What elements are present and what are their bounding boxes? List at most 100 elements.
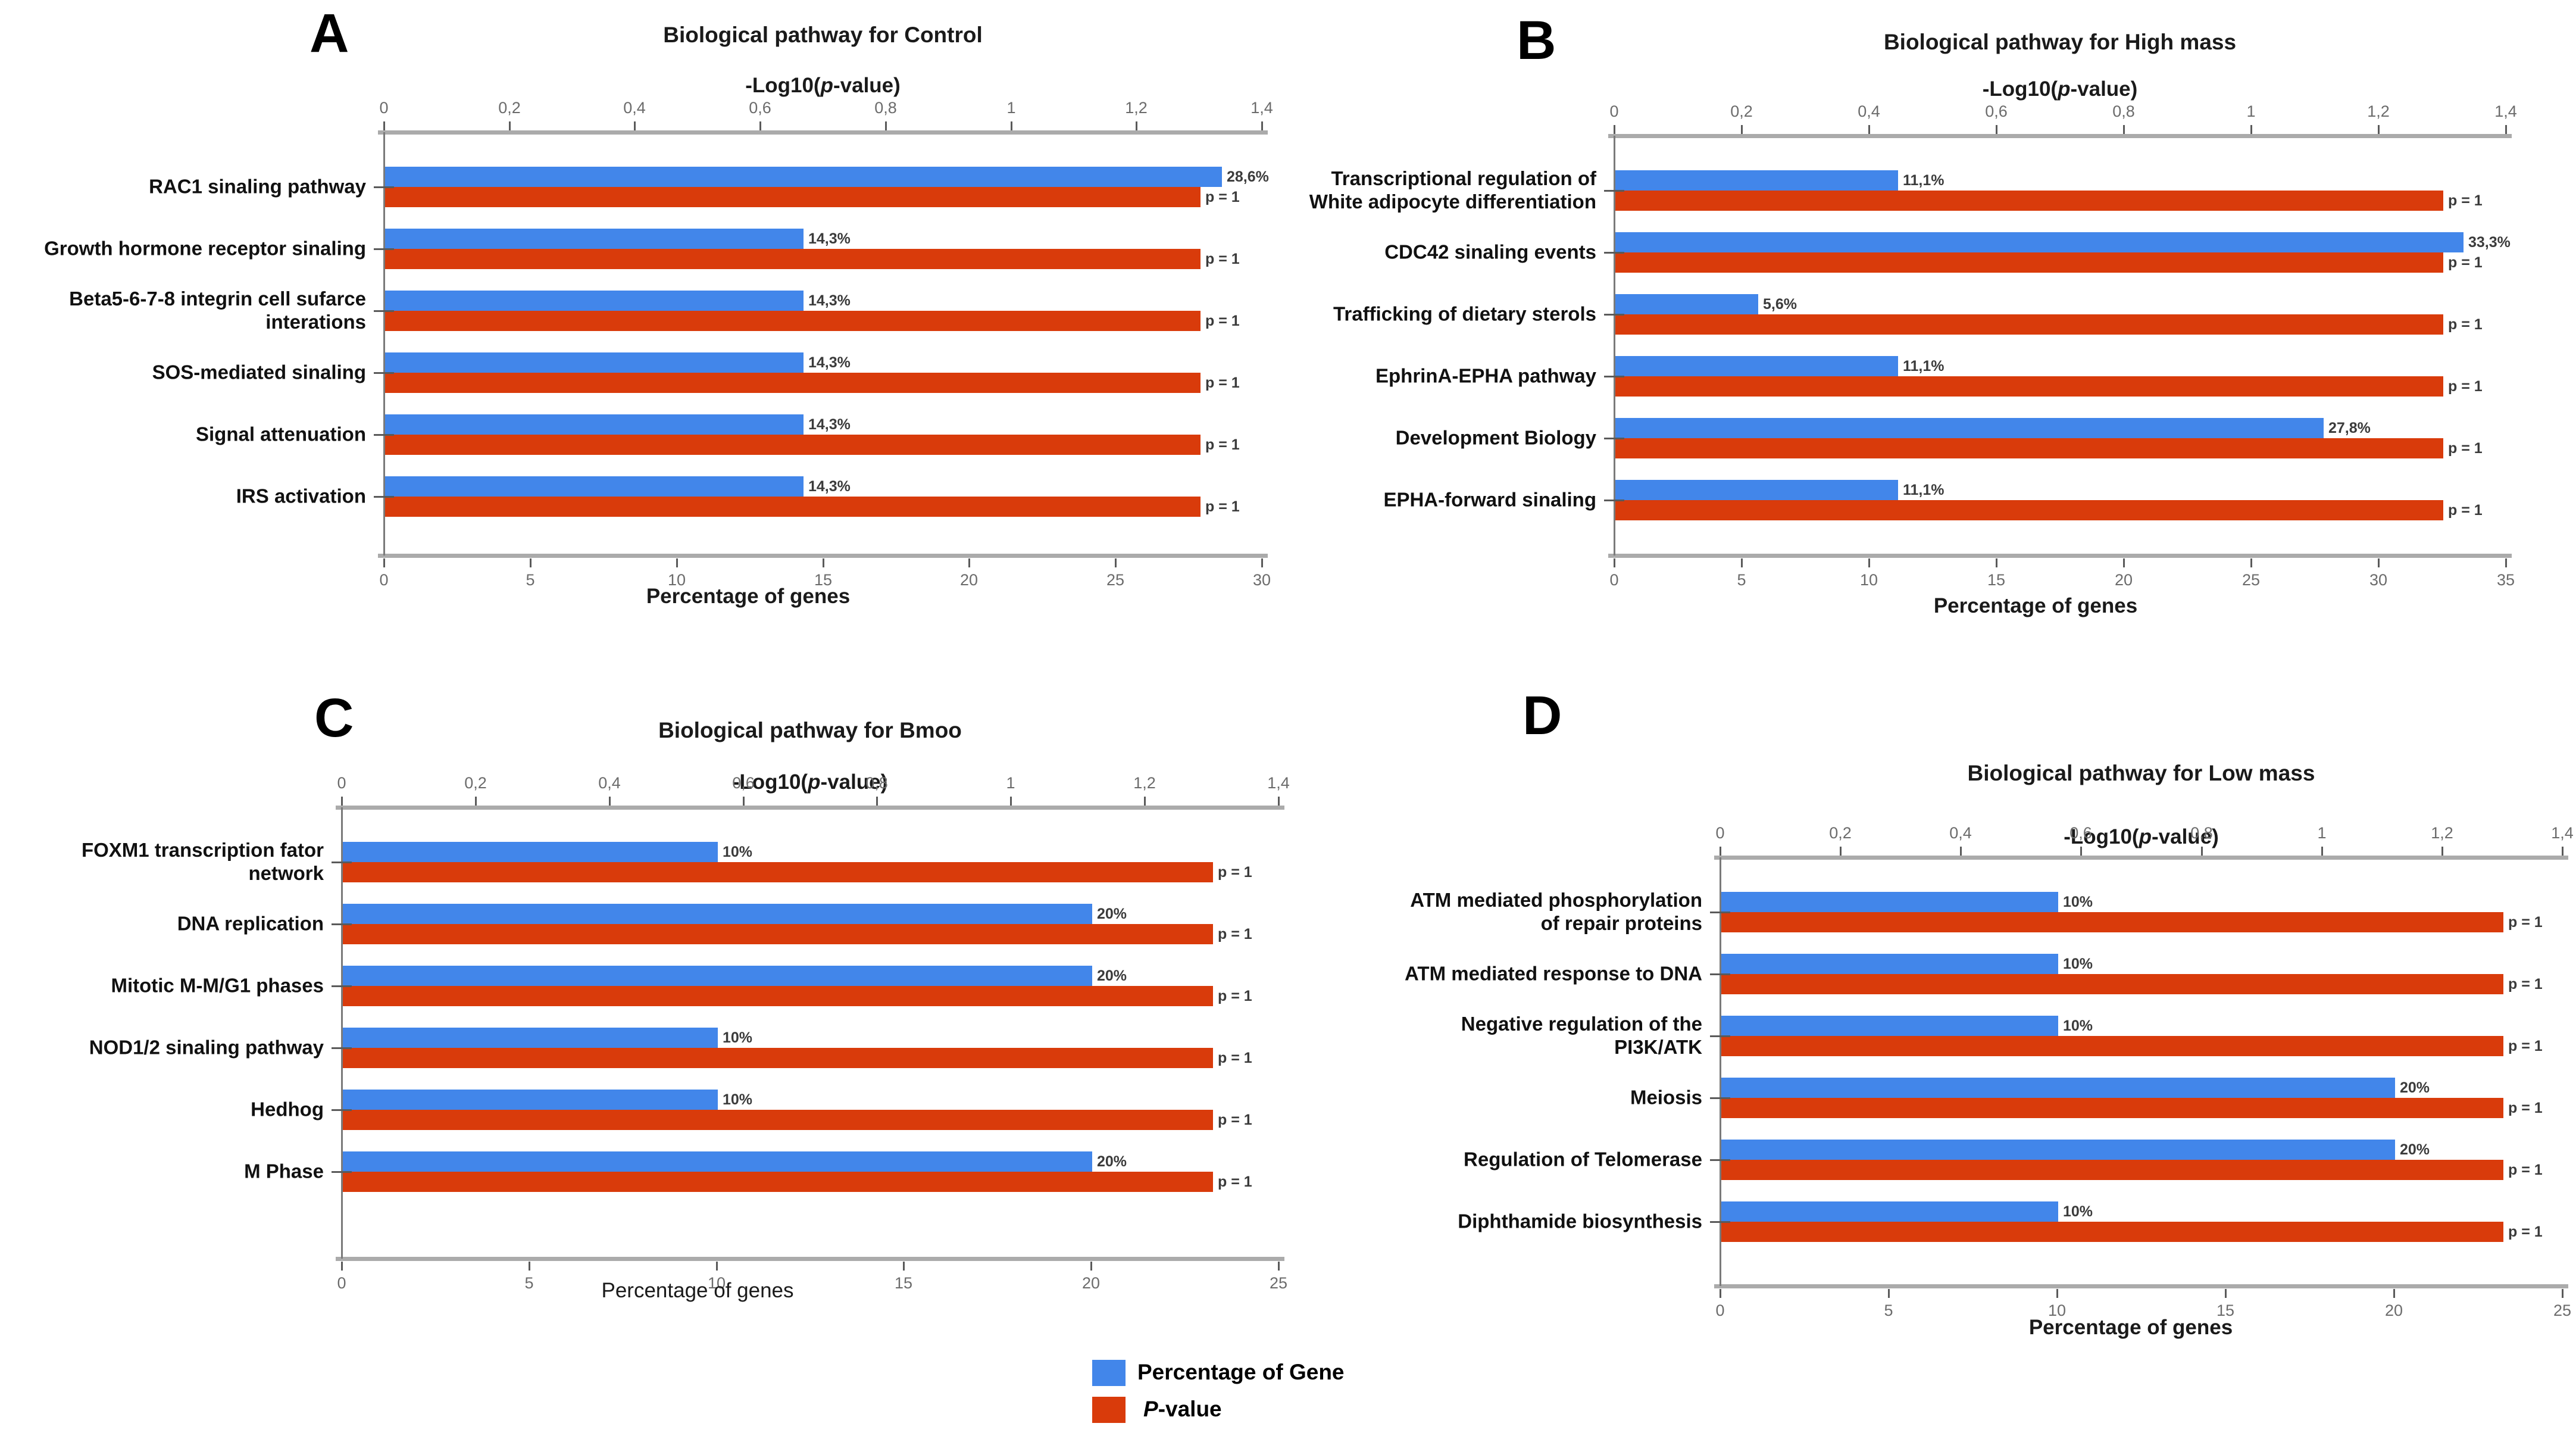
- panel-letter-b: B: [1517, 10, 1556, 71]
- top-axis-tick-label: 1: [2317, 824, 2327, 842]
- pvalue-label: p = 1: [2508, 1223, 2543, 1240]
- percentage-value-label: 20%: [2400, 1079, 2430, 1096]
- pvalue-bar: [343, 1110, 1213, 1130]
- top-axis-tick: [341, 797, 343, 806]
- bottom-axis-tick-label: 0: [1715, 1301, 1725, 1319]
- legend: Percentage of Gene P-value: [1092, 1359, 1509, 1436]
- top-axis-tick-label: 1,4: [1251, 99, 1273, 117]
- pvalue-bar: [385, 311, 1201, 331]
- pvalue-label: p = 1: [1205, 313, 1240, 329]
- top-axis-tick: [383, 121, 385, 130]
- bottom-axis-label: Percentage of genes: [601, 1279, 794, 1302]
- category-label: FOXM1 transcription fator network: [81, 839, 324, 884]
- percentage-bar: [343, 904, 1092, 924]
- bottom-axis-tick: [1888, 1289, 1890, 1298]
- top-axis-tick: [509, 121, 511, 130]
- pvalue-label: p = 1: [2448, 316, 2483, 333]
- top-axis-label: -Log10(p-value): [1720, 825, 2562, 849]
- y-axis: [1720, 857, 1721, 1286]
- bottom-axis-tick-label: 25: [1106, 571, 1125, 589]
- bottom-axis-tick: [823, 558, 824, 567]
- top-axis-tick: [743, 797, 745, 806]
- top-axis-tick-label: 0,8: [874, 99, 897, 117]
- pvalue-label: p = 1: [1218, 926, 1252, 942]
- category-label: Mitotic M-M/G1 phases: [111, 974, 324, 997]
- top-axis-label-part: -value): [2151, 825, 2219, 848]
- category-tick: [1604, 438, 1624, 439]
- top-axis-tick: [1868, 125, 1870, 134]
- pvalue-label: p = 1: [2508, 1038, 2543, 1054]
- percentage-bar: [1615, 356, 1898, 376]
- top-axis-tick: [2505, 125, 2507, 134]
- pvalue-bar: [1615, 252, 2443, 273]
- top-axis-tick: [1741, 125, 1743, 134]
- top-axis-tick-label: 0,8: [865, 774, 888, 792]
- chart-title: Biological pathway for Control: [663, 23, 983, 47]
- percentage-value-label: 10%: [723, 1091, 753, 1108]
- top-axis-tick: [1840, 847, 1842, 856]
- top-axis-tick-label: 0,4: [1949, 824, 1972, 842]
- panel-letter-d: D: [1523, 685, 1562, 746]
- category-label: Hedhog: [251, 1098, 324, 1120]
- pvalue-label: p = 1: [1205, 189, 1240, 205]
- percentage-bar: [343, 842, 718, 862]
- category-tick: [1604, 314, 1624, 316]
- bottom-axis-tick: [383, 558, 385, 567]
- bottom-axis-label: Percentage of genes: [646, 585, 851, 608]
- percentage-value-label: 14,3%: [808, 354, 851, 371]
- top-axis-tick-label: 0,8: [2112, 102, 2135, 120]
- top-axis-tick: [1144, 797, 1146, 806]
- top-axis-tick-label: 0,8: [2190, 824, 2213, 842]
- pvalue-label: p = 1: [2448, 192, 2483, 209]
- percentage-bar: [385, 414, 804, 435]
- bottom-axis-tick-label: 10: [1859, 571, 1878, 589]
- bottom-axis-tick: [903, 1262, 905, 1271]
- bottom-axis-tick-label: 35: [2496, 571, 2515, 589]
- top-axis-label: -Log10(p-value): [1614, 77, 2506, 101]
- percentage-value-label: 20%: [1097, 967, 1127, 984]
- category-label: Growth hormone receptor sinaling: [44, 237, 366, 260]
- category-label: IRS activation: [236, 485, 366, 507]
- percentage-value-label: 10%: [2063, 1017, 2093, 1034]
- bottom-axis-tick: [1115, 558, 1117, 567]
- pvalue-bar: [385, 249, 1201, 269]
- percentage-value-label: 20%: [1097, 1153, 1127, 1170]
- top-axis-label-part: p: [808, 770, 821, 794]
- x-axis-bottom: [336, 1257, 1284, 1261]
- pvalue-bar: [1721, 1098, 2503, 1118]
- top-axis-tick: [885, 121, 887, 130]
- top-axis-tick: [1261, 121, 1263, 130]
- top-axis-label-part: p: [2139, 825, 2152, 848]
- top-axis-tick-label: 0,2: [464, 774, 487, 792]
- pvalue-label: p = 1: [1205, 498, 1240, 515]
- percentage-value-label: 11,1%: [1903, 358, 1944, 374]
- bottom-axis-tick-label: 0: [1609, 571, 1619, 589]
- pvalue-bar: [385, 435, 1201, 455]
- percentage-bar: [1721, 1201, 2058, 1222]
- top-axis-label-part: -value): [833, 74, 901, 97]
- pvalue-bar: [1615, 191, 2443, 211]
- bottom-axis-tick: [2056, 1289, 2058, 1298]
- bottom-axis-tick: [341, 1262, 343, 1271]
- bottom-axis-tick-label: 25: [2242, 571, 2261, 589]
- legend-swatch-percentage: [1092, 1360, 1126, 1386]
- percentage-value-label: 14,3%: [808, 478, 851, 495]
- category-label: Development Biology: [1395, 426, 1596, 449]
- top-axis-tick-label: 0,6: [1985, 102, 2008, 120]
- top-axis-tick: [2562, 847, 2564, 856]
- top-axis-tick-label: 0,2: [1829, 824, 1852, 842]
- top-axis-tick: [2378, 125, 2380, 134]
- x-axis-bottom: [1714, 1284, 2568, 1288]
- top-axis-tick: [759, 121, 761, 130]
- top-axis-tick: [1011, 121, 1012, 130]
- top-axis-tick: [2080, 847, 2082, 856]
- legend-swatch-pvalue: [1092, 1397, 1126, 1423]
- pvalue-bar: [1721, 912, 2503, 932]
- percentage-bar: [343, 1090, 718, 1110]
- category-tick: [1710, 1097, 1730, 1099]
- bottom-axis-tick-label: 10: [667, 571, 686, 589]
- percentage-value-label: 14,3%: [808, 416, 851, 433]
- pvalue-bar: [385, 497, 1201, 517]
- x-axis-top: [378, 130, 1268, 135]
- bottom-axis-tick-label: 25: [2553, 1301, 2572, 1319]
